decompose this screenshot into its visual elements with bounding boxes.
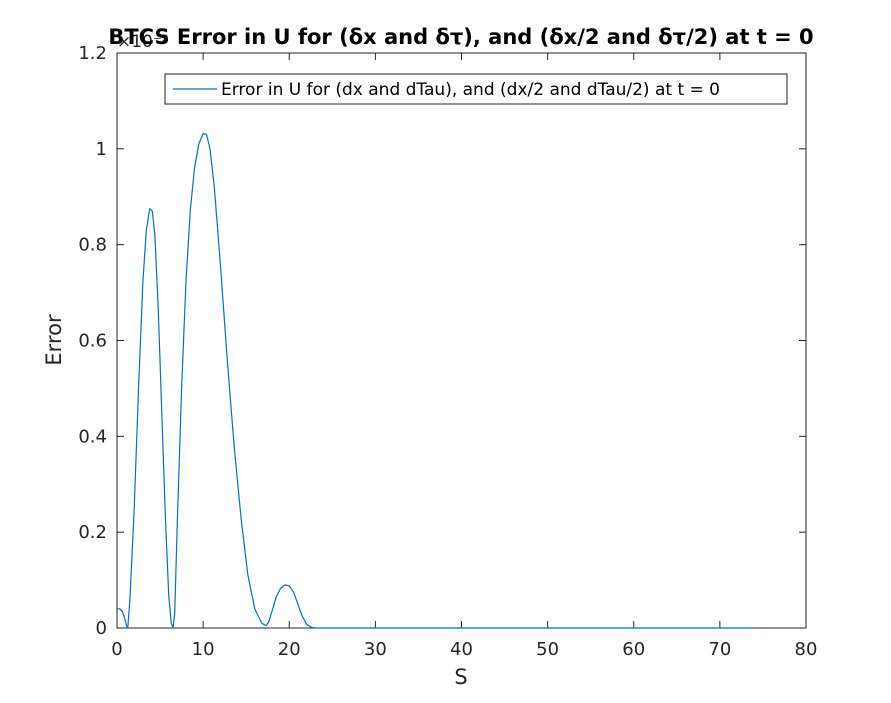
x-tick-label: 40 <box>450 639 473 660</box>
y-tick-label: 0.8 <box>78 235 107 256</box>
legend-box <box>164 73 788 105</box>
legend: Error in U for (dx and dTau), and (dx/2 … <box>164 73 788 105</box>
y-tick-label: 1.2 <box>78 43 107 64</box>
y-tick-label: 0.2 <box>78 522 107 543</box>
chart-title: BTCS Error in U for (δx and δτ), and (δx… <box>108 25 813 49</box>
plot-area <box>116 52 807 629</box>
y-tick-label: 1 <box>96 139 107 160</box>
y-axis-ticks: 0 0.2 0.4 0.6 0.8 1 1.2 <box>78 43 806 639</box>
y-axis-label: Error <box>42 314 66 366</box>
x-axis-label: S <box>454 665 467 689</box>
y-tick-label: 0.6 <box>78 331 107 352</box>
y-axis-exponent-label: ×10⁻² <box>117 32 169 52</box>
y-tick-label: 0.4 <box>78 426 107 447</box>
x-tick-label: 60 <box>622 639 645 660</box>
x-tick-label: 10 <box>192 639 215 660</box>
x-tick-label: 80 <box>795 639 818 660</box>
series-layer <box>117 132 755 629</box>
y-tick-label: 0 <box>96 618 107 639</box>
x-axis-ticks: 0 10 20 30 40 50 60 70 80 <box>111 53 817 660</box>
x-tick-label: 0 <box>111 639 122 660</box>
legend-entry-label: Error in U for (dx and dTau), and (dx/2 … <box>221 80 720 100</box>
x-tick-label: 30 <box>364 639 387 660</box>
x-tick-label: 20 <box>278 639 301 660</box>
series-line <box>117 132 755 629</box>
x-tick-label: 50 <box>536 639 559 660</box>
x-tick-label: 70 <box>708 639 731 660</box>
